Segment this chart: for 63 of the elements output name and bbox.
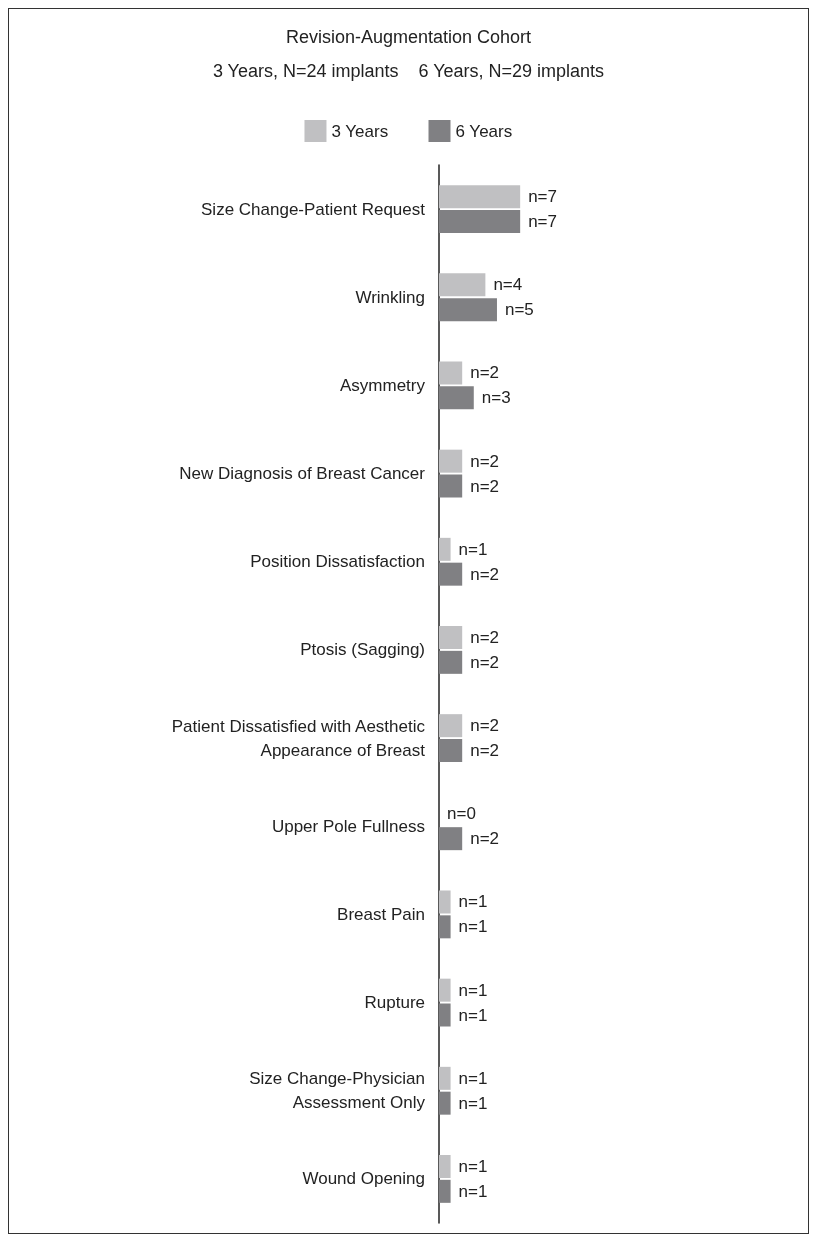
data-label: n=1 [458, 980, 488, 1000]
data-label: n=2 [470, 363, 500, 383]
data-label: n=1 [458, 1093, 488, 1113]
data-label: n=4 [493, 275, 523, 295]
data-label: n=1 [458, 917, 488, 937]
bar [439, 714, 463, 738]
bar [439, 1179, 451, 1203]
data-label: n=0 [447, 804, 476, 824]
bar [439, 1155, 451, 1178]
data-label: n=1 [458, 1157, 488, 1176]
data-label: n=2 [470, 741, 500, 760]
bar [439, 386, 474, 410]
bar [439, 537, 451, 561]
y-tick-label: Size Change-Physician Assessment Only [249, 1069, 426, 1113]
bar [439, 474, 463, 498]
bar [439, 185, 521, 209]
bar [439, 1066, 451, 1090]
data-label: n=3 [481, 388, 511, 408]
y-tick-label: New Diagnosis of Breast Cancer [179, 464, 426, 484]
data-label: n=1 [458, 892, 488, 912]
y-tick-label: Asymmetry [340, 375, 426, 395]
data-label: n=2 [470, 451, 500, 471]
legend-label: 6 Years [455, 121, 513, 141]
y-tick-label: Upper Pole Fullness [271, 816, 425, 836]
bar [439, 298, 497, 322]
legend-label: 3 Years [331, 121, 389, 141]
y-tick-label: Wound Opening [302, 1169, 425, 1189]
bar [439, 273, 486, 297]
y-tick-label: Size Change-Patient Request [201, 199, 426, 219]
chart-title: Revision-Augmentation Cohort [285, 27, 532, 47]
bar [439, 978, 451, 1002]
y-tick-label: Position Dissatisfaction [250, 552, 425, 572]
bar [439, 827, 463, 851]
bar [439, 650, 463, 674]
data-label: n=2 [470, 476, 500, 496]
data-label: n=1 [458, 539, 488, 559]
y-tick-label: Ptosis (Sagging) [300, 640, 425, 660]
data-label: n=2 [470, 564, 500, 584]
bar [439, 1003, 451, 1027]
y-tick-label: Breast Pain [337, 904, 425, 924]
data-label: n=2 [470, 829, 500, 849]
data-label: n=1 [458, 1181, 488, 1201]
bar [439, 739, 463, 762]
y-tick-label: Patient Dissatisfied with Aesthetic Appearance of Breast [171, 716, 426, 760]
data-label: n=1 [458, 1005, 488, 1025]
data-label: n=1 [458, 1068, 488, 1088]
data-label: n=2 [470, 652, 500, 672]
chart-subtitle: 3 Years, N=24 implants 6 Years, N=29 implants [212, 61, 605, 81]
y-tick-label: Rupture [364, 993, 425, 1013]
data-label: n=2 [470, 716, 500, 736]
bar [439, 890, 451, 914]
bar [439, 449, 463, 473]
data-label: n=5 [504, 300, 534, 320]
data-label: n=2 [470, 628, 500, 647]
bar [439, 1091, 451, 1115]
bar [439, 210, 521, 233]
bar [439, 562, 463, 586]
bar [439, 626, 463, 649]
bar [439, 361, 463, 385]
data-label: n=7 [528, 212, 558, 231]
bar [439, 915, 451, 939]
data-label: n=7 [528, 187, 558, 207]
y-tick-label: Wrinkling [355, 287, 425, 307]
